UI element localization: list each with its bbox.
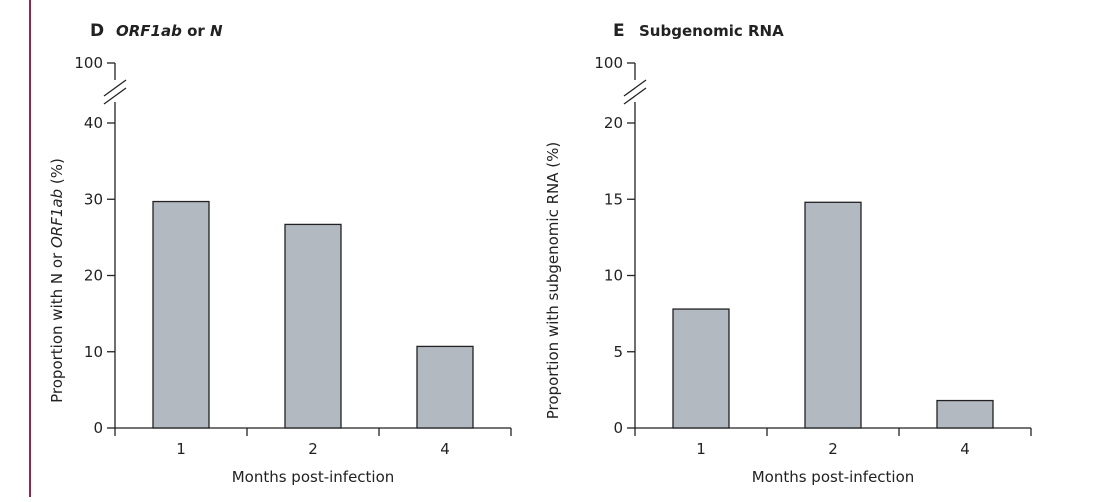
x-axis-title: Months post-infection	[752, 468, 915, 486]
y-tick-label: 20	[604, 114, 623, 132]
y-axis-title-part: Proportion with subgenomic RNA (%)	[544, 142, 562, 419]
axis-break-mark	[623, 79, 647, 97]
x-tick-label: 1	[696, 440, 706, 458]
x-tick-label: 4	[960, 440, 970, 458]
axis-break-mark	[623, 87, 647, 105]
bar-month-2	[284, 223, 342, 429]
y-axis-title-part: Proportion with N or	[48, 248, 66, 403]
y-tick-label: 0	[613, 419, 623, 437]
page-margin-rule	[29, 0, 31, 497]
panel-title-part: Subgenomic RNA	[639, 22, 784, 40]
y-tick-label: 20	[84, 267, 103, 285]
axis-break-mark	[103, 79, 127, 97]
x-tick-label: 2	[828, 440, 838, 458]
y-tick-label-top: 100	[594, 54, 623, 72]
bar-month-4	[416, 345, 474, 429]
y-tick-label: 10	[604, 267, 623, 285]
x-tick-label: 2	[308, 440, 318, 458]
y-tick-label-top: 100	[74, 54, 103, 72]
panel-title-part: N	[210, 22, 223, 40]
y-axis-title-part: (%)	[48, 158, 66, 189]
panel-title-part: ORF1ab	[116, 22, 182, 40]
panel-letter: E	[613, 21, 625, 41]
bar-month-4	[936, 399, 994, 429]
panel-letter: D	[90, 21, 104, 41]
y-tick-label: 40	[84, 114, 103, 132]
bar-month-1	[672, 308, 730, 429]
x-tick-label: 4	[440, 440, 450, 458]
x-tick-label: 1	[176, 440, 186, 458]
y-axis-title-part: ORF1ab	[48, 189, 66, 248]
bar-month-1	[152, 200, 210, 429]
x-axis-title: Months post-infection	[232, 468, 395, 486]
y-axis-title: Proportion with N or ORF1ab (%)	[48, 158, 66, 403]
y-tick-label: 30	[84, 190, 103, 208]
panel-title-part: or	[182, 22, 210, 40]
y-tick-label: 15	[604, 190, 623, 208]
panel-title: ORF1ab or N	[116, 22, 223, 40]
bar-month-2	[804, 201, 862, 429]
y-tick-label: 5	[613, 343, 623, 361]
y-tick-label: 10	[84, 343, 103, 361]
panel-title: Subgenomic RNA	[639, 22, 784, 40]
axis-break-mark	[103, 87, 127, 105]
y-tick-label: 0	[93, 419, 103, 437]
y-axis-title: Proportion with subgenomic RNA (%)	[544, 142, 562, 419]
